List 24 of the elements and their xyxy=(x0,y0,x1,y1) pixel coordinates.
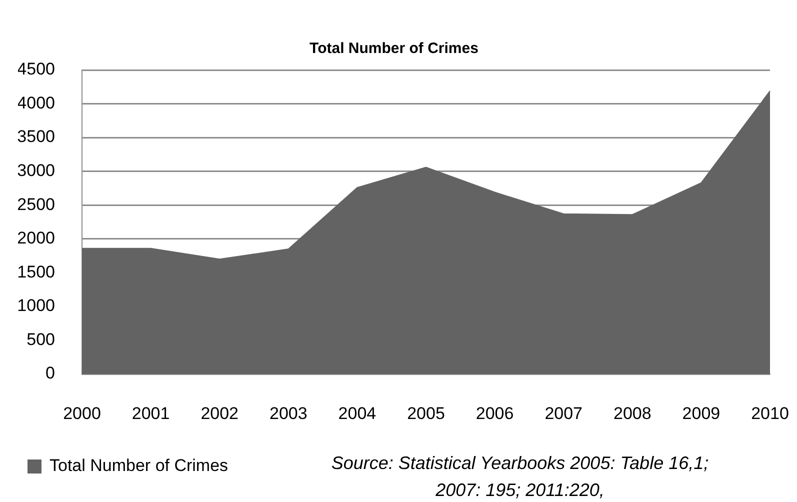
y-tick-label: 1500 xyxy=(17,262,55,282)
x-tick-label: 2010 xyxy=(751,404,789,423)
source-note: Source: Statistical Yearbooks 2005: Table 16,1; 2007: 195; 2011:220, xyxy=(330,452,710,502)
y-tick-label: 4500 xyxy=(17,60,55,79)
x-tick-label: 2006 xyxy=(476,404,514,423)
y-tick-label: 500 xyxy=(26,330,55,349)
chart-title: Total Number of Crimes xyxy=(310,40,478,58)
y-tick-label: 0 xyxy=(46,364,55,383)
x-tick-label: 2009 xyxy=(682,404,720,423)
x-tick-label: 2000 xyxy=(63,404,101,423)
y-tick-label: 1000 xyxy=(17,296,55,316)
x-tick-label: 2004 xyxy=(338,404,376,423)
y-tick-label: 4000 xyxy=(17,93,55,112)
x-tick-label: 2003 xyxy=(269,404,308,423)
x-tick-label: 2002 xyxy=(200,404,239,423)
x-tick-label: 2008 xyxy=(613,404,652,423)
x-tick-label: 2001 xyxy=(132,404,170,423)
x-tick-label: 2005 xyxy=(407,404,445,423)
legend-label: Total Number of Crimes xyxy=(50,456,228,476)
y-tick-label: 3500 xyxy=(17,127,55,146)
y-tick-label: 2500 xyxy=(17,194,55,214)
x-tick-label: 2007 xyxy=(544,404,583,423)
y-tick-label: 3000 xyxy=(17,161,55,180)
y-tick-label: 2000 xyxy=(17,228,55,248)
